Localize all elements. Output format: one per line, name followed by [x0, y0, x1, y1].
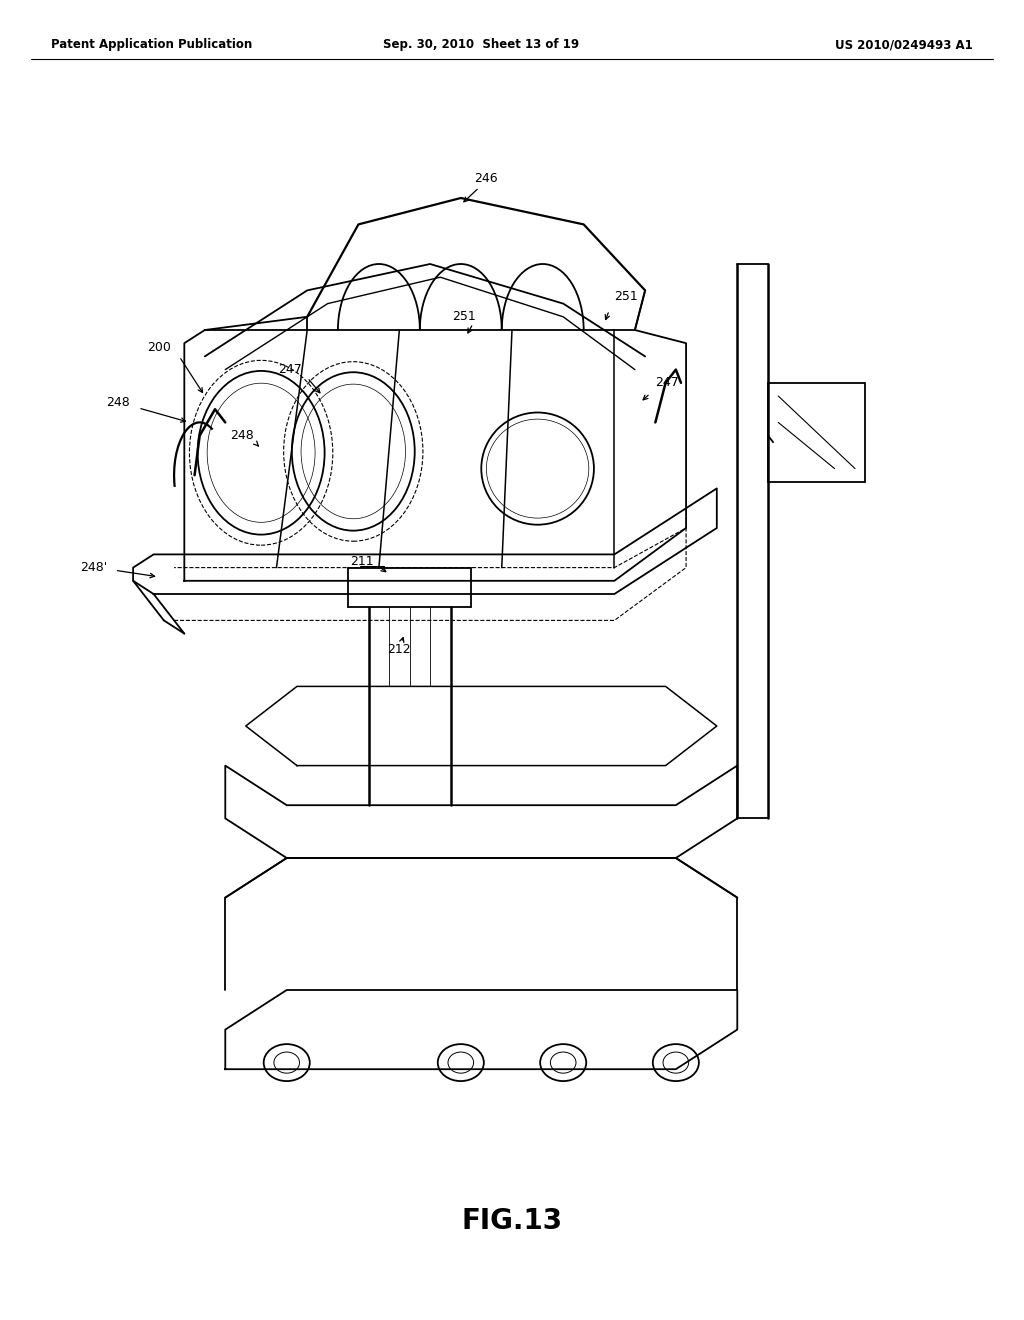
Text: FIG.13: FIG.13 — [462, 1206, 562, 1236]
Text: 247: 247 — [655, 376, 679, 389]
Text: 248': 248' — [80, 561, 108, 574]
Text: 211: 211 — [350, 554, 374, 568]
Text: US 2010/0249493 A1: US 2010/0249493 A1 — [835, 38, 973, 51]
Text: 246: 246 — [474, 172, 499, 185]
Text: 251: 251 — [614, 290, 638, 304]
Text: Patent Application Publication: Patent Application Publication — [51, 38, 253, 51]
FancyBboxPatch shape — [768, 383, 865, 482]
Text: 247: 247 — [279, 363, 302, 376]
Text: 200: 200 — [147, 341, 171, 354]
Text: 248: 248 — [106, 396, 130, 409]
Text: 248: 248 — [230, 429, 254, 442]
Text: 251: 251 — [453, 310, 476, 323]
Text: Sep. 30, 2010  Sheet 13 of 19: Sep. 30, 2010 Sheet 13 of 19 — [383, 38, 580, 51]
Text: 212: 212 — [387, 643, 412, 656]
